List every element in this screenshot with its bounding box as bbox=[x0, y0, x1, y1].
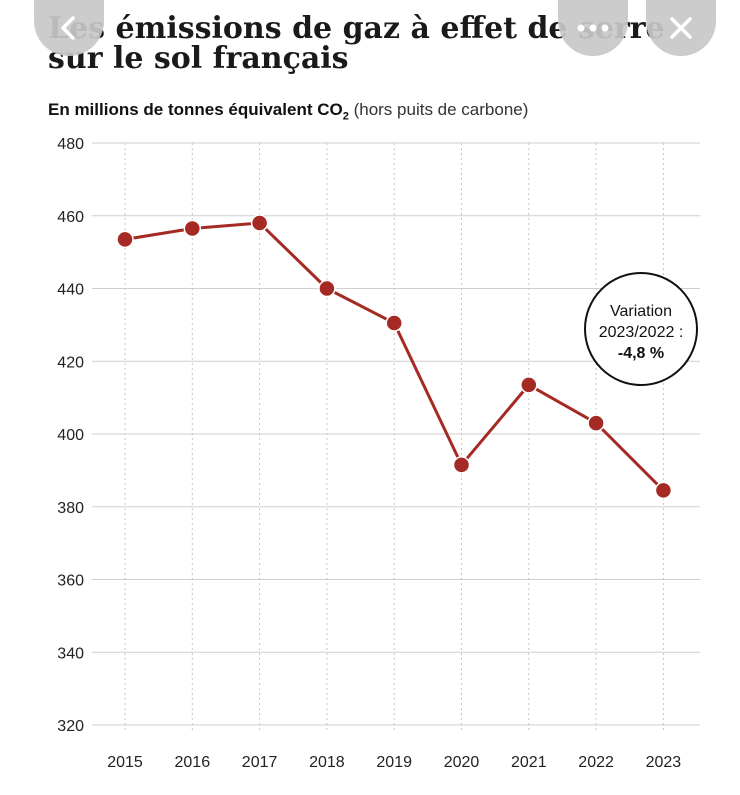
close-button[interactable] bbox=[646, 0, 716, 56]
x-axis-ticks: 2015 2016 2017 2018 2019 2020 2021 2022 2023 bbox=[107, 754, 681, 771]
data-point bbox=[654, 481, 673, 500]
subtitle-note: (hors puits de carbone) bbox=[353, 100, 529, 119]
more-options-button[interactable] bbox=[558, 0, 628, 56]
annotation-line2: 2023/2022 : bbox=[599, 324, 684, 341]
y-tick-label: 340 bbox=[57, 645, 84, 662]
x-tick-label: 2018 bbox=[309, 754, 345, 771]
y-tick-label: 400 bbox=[57, 427, 84, 444]
annotation-circle bbox=[584, 272, 698, 386]
back-button[interactable] bbox=[34, 0, 104, 56]
x-gridlines bbox=[124, 143, 664, 733]
x-tick-label: 2020 bbox=[444, 754, 480, 771]
x-tick-label: 2015 bbox=[107, 754, 143, 771]
y-gridlines bbox=[92, 142, 700, 726]
more-dots-icon bbox=[577, 24, 609, 32]
variation-annotation: Variation 2023/2022 : -4,8 % bbox=[584, 272, 698, 386]
x-tick-label: 2022 bbox=[578, 754, 614, 771]
x-tick-label: 2023 bbox=[646, 754, 682, 771]
subtitle-subscript: 2 bbox=[342, 110, 349, 123]
series-group bbox=[116, 214, 673, 500]
y-tick-label: 320 bbox=[57, 718, 84, 735]
y-tick-label: 480 bbox=[57, 136, 84, 153]
data-point bbox=[452, 456, 471, 474]
y-axis-ticks: 320 340 360 380 400 420 440 460 480 bbox=[57, 136, 84, 735]
data-point bbox=[587, 414, 605, 432]
data-point bbox=[520, 376, 538, 394]
x-tick-label: 2021 bbox=[511, 754, 547, 771]
data-point bbox=[250, 214, 269, 232]
chart-title-line2: sur le sol français bbox=[48, 41, 349, 76]
data-point bbox=[385, 314, 403, 332]
chevron-left-icon bbox=[61, 16, 75, 40]
annotation-line3: -4,8 % bbox=[618, 345, 664, 362]
y-tick-label: 460 bbox=[57, 209, 84, 226]
annotation-line1: Variation bbox=[610, 303, 672, 320]
data-point bbox=[116, 230, 134, 249]
x-tick-label: 2017 bbox=[242, 754, 278, 771]
y-tick-label: 380 bbox=[57, 500, 84, 517]
chart-subtitle: En millions de tonnes équivalent CO2 (ho… bbox=[48, 100, 528, 122]
close-icon bbox=[670, 17, 692, 39]
x-tick-label: 2016 bbox=[175, 754, 211, 771]
subtitle-unit: En millions de tonnes équivalent CO bbox=[48, 100, 343, 119]
y-tick-label: 360 bbox=[57, 573, 84, 590]
data-point bbox=[183, 219, 202, 238]
y-tick-label: 440 bbox=[57, 282, 84, 299]
x-tick-label: 2019 bbox=[376, 754, 412, 771]
y-tick-label: 420 bbox=[57, 354, 84, 371]
data-point bbox=[318, 279, 336, 298]
